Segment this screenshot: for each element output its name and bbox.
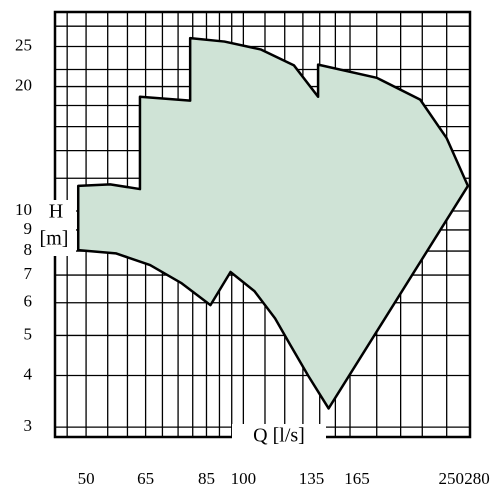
y-tick-label: 5 <box>24 324 33 343</box>
y-axis-label: H <box>49 201 63 223</box>
x-tick-label: 50 <box>78 469 95 488</box>
x-tick-label: 250 <box>439 469 465 488</box>
envelope-layer <box>76 36 470 410</box>
y-tick-label: 8 <box>24 240 33 259</box>
x-tick-label: 85 <box>198 469 215 488</box>
y-tick-label: 25 <box>15 35 32 54</box>
x-tick-label: 65 <box>137 469 154 488</box>
y-tick-label: 7 <box>24 264 33 283</box>
x-tick-label: 100 <box>231 469 257 488</box>
envelope <box>76 36 470 410</box>
y-tick-label: 9 <box>24 219 33 238</box>
x-tick-label: 280 <box>464 469 490 488</box>
y-axis-unit: [m] <box>40 228 69 250</box>
y-tick-label: 3 <box>24 416 33 435</box>
y-label-bg <box>34 200 76 256</box>
y-tick-label: 6 <box>24 292 33 311</box>
x-axis-label: Q [l/s] <box>253 425 305 447</box>
y-tick-label: 10 <box>15 200 32 219</box>
x-label-bg <box>232 424 326 450</box>
x-tick-label: 165 <box>344 469 370 488</box>
y-tick-label: 4 <box>24 364 33 383</box>
y-tick-label: 20 <box>15 75 32 94</box>
x-tick-label: 135 <box>299 469 325 488</box>
